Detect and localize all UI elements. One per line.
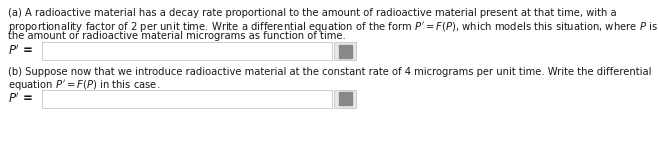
Text: proportionality factor of 2 per unit time. Write a differential equation of the : proportionality factor of 2 per unit tim… [8, 20, 658, 34]
Text: (a) A radioactive material has a decay rate proportional to the amount of radioa: (a) A radioactive material has a decay r… [8, 8, 617, 18]
FancyBboxPatch shape [42, 90, 332, 108]
Text: equation $P^{\prime} = F(P)$ in this case.: equation $P^{\prime} = F(P)$ in this cas… [8, 78, 160, 93]
FancyBboxPatch shape [334, 42, 356, 60]
FancyBboxPatch shape [334, 90, 356, 108]
Text: (b) Suppose now that we introduce radioactive material at the constant rate of 4: (b) Suppose now that we introduce radioa… [8, 67, 652, 77]
FancyBboxPatch shape [42, 42, 332, 60]
Text: $P^{\prime}$ =: $P^{\prime}$ = [8, 44, 33, 58]
Text: $P^{\prime}$ =: $P^{\prime}$ = [8, 91, 33, 106]
Text: the amount or radioactive material micrograms as function of time.: the amount or radioactive material micro… [8, 31, 346, 41]
